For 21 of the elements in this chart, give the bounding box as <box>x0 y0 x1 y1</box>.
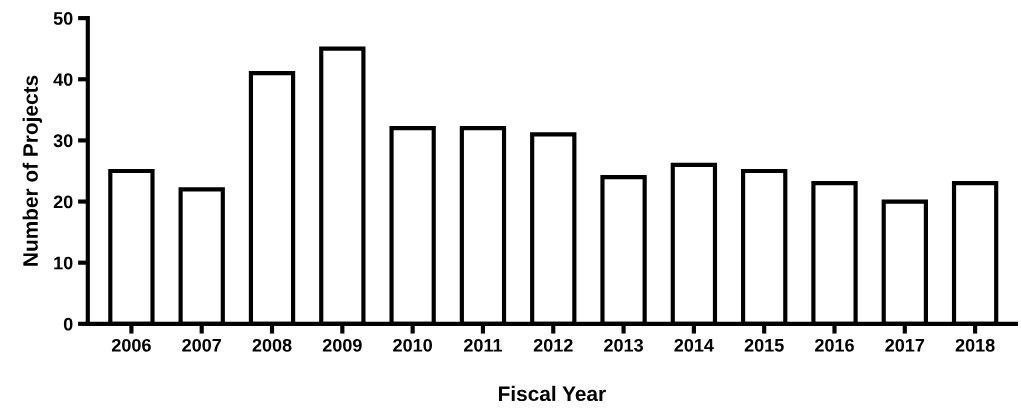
y-tick-label: 0 <box>63 317 73 331</box>
x-tick-label: 2012 <box>533 338 573 352</box>
x-tick-label: 2015 <box>744 338 784 352</box>
x-tick-label: 2010 <box>393 338 432 352</box>
x-tick-label: 2009 <box>322 338 362 352</box>
x-tick-label: 2013 <box>604 338 643 352</box>
y-tick-label: 20 <box>53 195 73 209</box>
y-tick-label: 10 <box>54 256 73 270</box>
x-tick-label: 2006 <box>111 338 151 352</box>
x-tick-label: 2018 <box>955 338 995 352</box>
x-tick-label: 2008 <box>252 338 292 352</box>
x-tick-label: 2017 <box>885 338 925 352</box>
x-tick-label: 2011 <box>463 338 503 352</box>
x-tick-label: 2016 <box>815 338 854 352</box>
y-tick-label: 30 <box>53 134 73 148</box>
x-axis-title: Fiscal Year <box>498 385 606 402</box>
x-tick-label: 2007 <box>182 338 221 352</box>
y-axis-title: Number of Projects <box>22 75 43 266</box>
x-tick-label: 2014 <box>674 338 714 352</box>
y-tick-label: 40 <box>53 73 73 86</box>
y-tick-label: 50 <box>53 12 73 25</box>
